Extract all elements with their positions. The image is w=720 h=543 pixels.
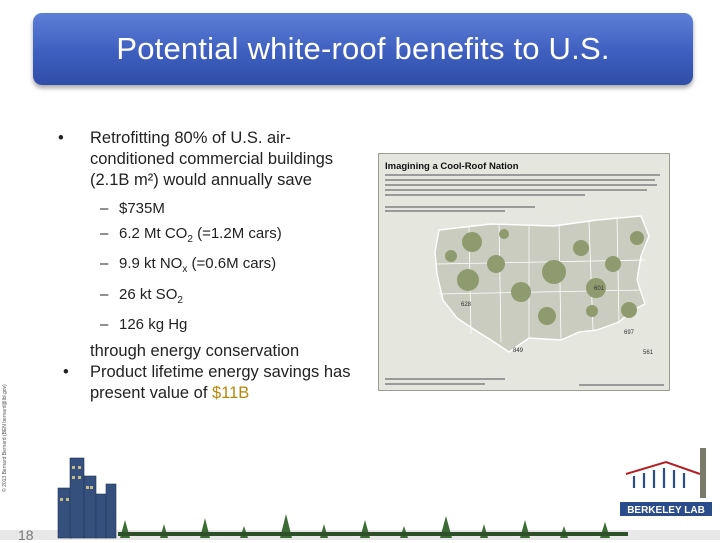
building-windows [60,466,93,501]
continuation-text: through energy conservation [90,341,300,360]
map-graphic: Imagining a Cool-Roof Nation 601 628 697… [385,161,664,386]
title-bar: Potential white-roof benefits to U.S. [33,13,693,85]
figure-source-note [385,378,664,386]
map-label: 561 [643,350,654,356]
map-label: 697 [624,330,635,336]
present-value: $11B [212,383,250,402]
cool-roof-map-figure: Imagining a Cool-Roof Nation 601 628 697… [378,153,670,391]
footer-skyline: BERKELEY LAB [0,448,720,540]
berkeley-lab-logo: BERKELEY LAB [620,448,712,516]
slide-title: Potential white-roof benefits to U.S. [116,31,610,66]
savings-nox: 9.9 kt NOx (=0.6M cars) [100,252,358,283]
savings-mercury: 126 kg Hg [100,313,358,338]
slide-body: Retrofitting 80% of U.S. air-conditioned… [58,128,358,404]
figure-caption: New York Times, 30 July 2009 [432,131,614,146]
savings-dollars: $735M [100,197,358,222]
logo-text: BERKELEY LAB [627,505,705,516]
map-label: 628 [461,302,472,308]
figure-fine-print [385,174,660,212]
caption-date: , 30 July 2009 [529,131,614,146]
map-label: 601 [594,286,605,292]
caption-source: New York Times [432,131,530,146]
savings-circles [445,229,644,325]
page-number: 18 [18,527,34,543]
savings-list: $735M 6.2 Mt CO2 (=1.2M cars) 9.9 kt NOx… [58,197,358,338]
savings-co2: 6.2 Mt CO2 (=1.2M cars) [100,222,358,253]
figure-title: Imagining a Cool-Roof Nation [385,161,519,172]
us-map-icon [434,215,650,353]
map-label: 849 [513,348,524,354]
savings-so2: 26 kt SO2 [100,283,358,314]
bullet-lifetime-savings: Product lifetime energy savings has pres… [58,362,358,404]
bullet-retrofitting: Retrofitting 80% of U.S. air-conditioned… [58,128,358,191]
